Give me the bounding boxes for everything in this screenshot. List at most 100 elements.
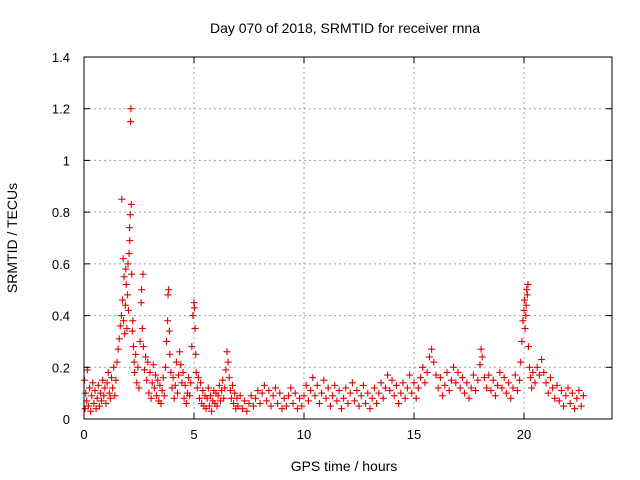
data-point [149, 361, 157, 369]
data-point [205, 402, 213, 410]
data-point [139, 343, 147, 351]
plot-frame [83, 56, 613, 420]
data-point [296, 394, 304, 402]
y-tick-label: 1.4 [52, 50, 70, 65]
data-point [351, 397, 359, 405]
data-point [410, 379, 418, 387]
data-point [381, 384, 389, 392]
data-point [124, 291, 132, 299]
data-point [302, 381, 310, 389]
data-point [174, 389, 181, 397]
data-point [298, 402, 306, 410]
data-point [521, 325, 529, 332]
data-point [419, 363, 427, 371]
data-point [136, 337, 144, 345]
data-point [187, 379, 195, 387]
data-point [225, 374, 233, 382]
data-point [125, 250, 133, 258]
data-point [329, 392, 337, 400]
data-point [104, 368, 112, 376]
chart-title: Day 070 of 2018, SRMTID for receiver rnn… [210, 20, 480, 36]
data-point [500, 374, 508, 382]
data-point [118, 195, 126, 203]
data-point [502, 389, 510, 397]
data-point [194, 374, 202, 382]
data-point [540, 368, 548, 376]
data-point [450, 363, 458, 371]
data-point [191, 325, 199, 332]
data-point [333, 397, 341, 405]
data-point [287, 384, 295, 392]
data-point [135, 384, 143, 392]
data-point [124, 260, 132, 268]
data-point [99, 376, 107, 384]
data-point [474, 376, 482, 384]
data-point [120, 317, 128, 325]
data-point [156, 381, 164, 389]
data-point [109, 384, 117, 392]
data-point [477, 345, 485, 353]
data-point [274, 399, 282, 407]
data-point [139, 270, 147, 278]
data-point [340, 394, 348, 402]
data-point [108, 374, 115, 382]
data-point [123, 325, 131, 332]
data-point [147, 394, 155, 402]
data-point [126, 224, 134, 232]
data-point [304, 397, 312, 405]
data-point [456, 384, 464, 392]
data-point [124, 306, 132, 314]
data-point [271, 384, 279, 392]
x-axis-label: GPS time / hours [291, 458, 398, 474]
data-point [181, 381, 189, 389]
data-point [186, 392, 194, 400]
y-tick-label: 0.4 [52, 309, 70, 324]
data-point [91, 387, 99, 395]
data-point [517, 358, 525, 366]
data-point [256, 399, 264, 407]
data-point [82, 389, 90, 397]
data-point [129, 317, 137, 325]
data-point [285, 392, 293, 400]
data-point [260, 381, 268, 389]
data-point [344, 399, 352, 407]
data-point [231, 389, 239, 397]
data-point [494, 381, 502, 389]
data-point [177, 361, 185, 369]
data-point [452, 379, 460, 387]
data-point [132, 350, 140, 358]
data-point [247, 392, 255, 400]
data-point [110, 363, 118, 371]
data-point [112, 376, 120, 384]
data-point [390, 392, 398, 400]
data-point [84, 402, 92, 410]
data-point [138, 325, 146, 332]
data-point [127, 105, 135, 113]
data-point [148, 379, 156, 387]
data-point [337, 405, 345, 413]
data-point [434, 384, 442, 392]
data-point [86, 384, 93, 392]
data-point [533, 363, 541, 371]
data-point [219, 376, 227, 384]
data-point [454, 368, 462, 376]
data-point [282, 402, 290, 410]
data-point [111, 392, 119, 400]
data-point [331, 381, 339, 389]
data-point [529, 368, 537, 376]
data-point [483, 384, 491, 392]
data-point [311, 392, 319, 400]
data-point [524, 343, 532, 351]
data-point [88, 392, 96, 400]
data-point [538, 356, 546, 364]
data-point [171, 381, 179, 389]
data-point [496, 368, 504, 376]
data-point [122, 281, 130, 289]
data-point [463, 379, 471, 387]
data-point [94, 381, 102, 389]
data-point [267, 402, 275, 410]
data-point [476, 361, 484, 369]
x-tick-label: 20 [517, 427, 531, 442]
data-point [134, 363, 142, 371]
